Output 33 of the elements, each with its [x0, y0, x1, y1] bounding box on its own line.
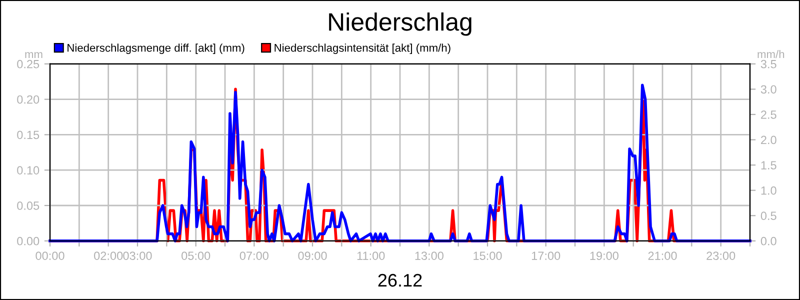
y-tick-label: 0.10 [17, 166, 40, 174]
x-tick-label: 17:00 [532, 252, 560, 260]
y2-tick-label: 0.0 [760, 236, 776, 246]
y2-tick-label: 2.5 [761, 110, 776, 119]
y2-tick-label: 3.5 [760, 60, 776, 68]
legend-label: Niederschlagsmenge diff. [akt] (mm) [68, 44, 244, 54]
x-tick-label: 07:00 [240, 252, 268, 260]
x-tick-label: 19:00 [590, 252, 618, 260]
x-tick-label: 13:00 [415, 252, 444, 260]
x-tick-label: 23:00 [706, 252, 736, 260]
x-tick-label: 09:00 [298, 252, 327, 260]
y2-tick-label: 3.0 [760, 85, 776, 94]
y-tick-label: 0.25 [17, 60, 40, 68]
y-axis-title: mm [25, 52, 42, 58]
x-tick-label: 00:00 [36, 252, 64, 260]
x-tick-label: 11:00 [357, 252, 385, 260]
x-tick-label: 21:00 [648, 252, 677, 260]
legend-label: Niederschlagsintensität [akt] (mm/h) [274, 44, 450, 54]
x-tick-label: 03:00 [123, 252, 152, 260]
y2-tick-label: 1.5 [761, 161, 776, 170]
y-tick-label: 0.05 [17, 202, 40, 210]
chart-title: Niederschlag [329, 12, 472, 36]
y-tick-label: 0.20 [17, 95, 40, 104]
x-tick-label: 15:00 [474, 252, 502, 260]
x-tick-label: 02:00 [94, 252, 123, 260]
y-tick-label: 0.00 [17, 236, 40, 246]
y2-tick-label: 0.5 [760, 212, 776, 220]
x-tick-label: 05:00 [182, 252, 210, 260]
y2-axis-title: mm/h [758, 50, 784, 58]
x-axis-title: 26.12 [378, 274, 422, 287]
y-tick-label: 0.15 [17, 130, 40, 140]
y2-tick-label: 2.0 [761, 136, 776, 144]
y2-tick-label: 1.0 [761, 186, 776, 195]
